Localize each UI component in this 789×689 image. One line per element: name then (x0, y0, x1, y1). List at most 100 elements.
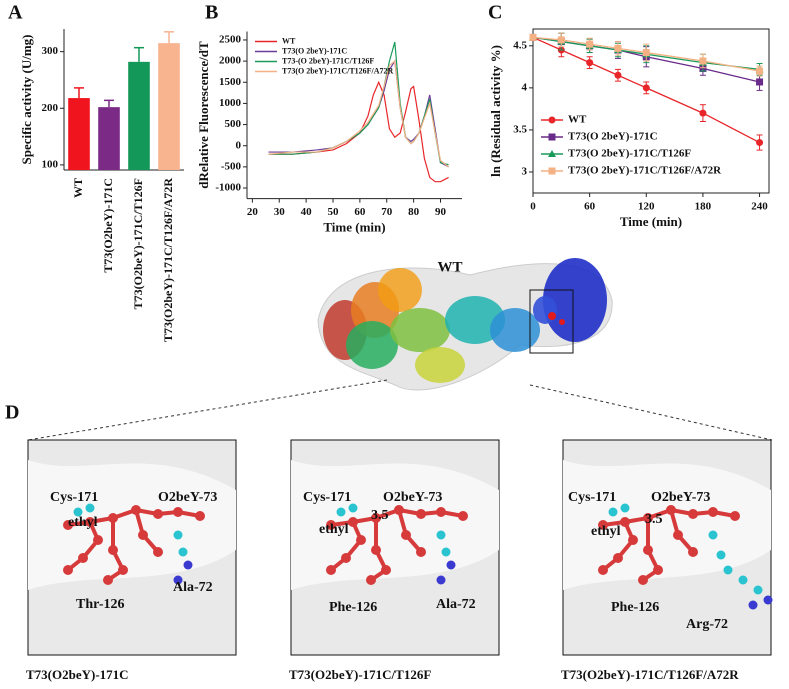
atom (598, 565, 608, 575)
atom (381, 565, 391, 575)
atom (666, 505, 676, 515)
bar (98, 107, 120, 170)
x-tick-label: 60 (584, 201, 596, 213)
y-tick-label: 1000 (219, 97, 242, 109)
legend-label: WT (568, 114, 587, 126)
x-tick-label: 180 (695, 201, 712, 213)
protein-image (27, 258, 773, 441)
x-tick-label: 50 (328, 206, 340, 218)
residue-label: Cys-171 (50, 490, 98, 505)
y-tick-label: 200 (42, 102, 59, 114)
x-tick-label: 70 (381, 206, 393, 218)
point (614, 44, 622, 52)
atom (63, 520, 73, 530)
atom (341, 553, 351, 563)
x-tick-label: T73(O2beY)-171C/T126F (131, 178, 145, 309)
structure-panel: Cys-171 O2beY-73 ethyl 3.5 Phe-126 Arg-72 (562, 439, 773, 656)
atom (441, 547, 451, 557)
atom (78, 553, 88, 563)
atom (366, 575, 376, 585)
error-bar (74, 87, 84, 99)
panel-caption: T73(O2beY)-171C (26, 667, 129, 682)
y-tick-label: 300 (42, 45, 59, 57)
error-bar (134, 46, 144, 62)
structure-panel: Cys-171 O2beY-73 ethyl Thr-126 Ala-72 (27, 439, 237, 656)
atom (63, 565, 73, 575)
y-tick-label: 100 (42, 158, 59, 170)
atom (638, 575, 648, 585)
point (756, 67, 764, 75)
x-tick-label: WT (71, 178, 85, 198)
x-tick-label: T73(O2beY)-171C/T126F/A72R (161, 178, 175, 342)
atom (153, 547, 163, 557)
y-tick-label: 2500 (219, 33, 242, 45)
point (557, 36, 565, 44)
y-tick-label: 2000 (219, 55, 242, 67)
atom (336, 507, 346, 517)
x-axis-label: Time (min) (323, 220, 385, 235)
point (529, 33, 537, 41)
point (642, 84, 650, 92)
legend-label: WT (282, 36, 296, 45)
structure-panel: Cys-171 O2beY-73 ethyl 3.5 Phe-126 Ala-72 (290, 439, 500, 656)
x-tick-label: 60 (354, 206, 366, 218)
atom (620, 517, 630, 527)
atom (93, 535, 103, 545)
atom (348, 503, 358, 513)
atom (371, 513, 381, 523)
point (548, 133, 556, 141)
point (548, 116, 556, 124)
point (756, 139, 764, 147)
legend-label: T73(O 2beY)-171C/T126F/A72R (568, 165, 722, 177)
atom (608, 507, 618, 517)
panel-letter: D (5, 402, 19, 424)
residue-label: Phe-126 (611, 600, 659, 615)
point (614, 71, 622, 79)
panel-caption: T73(O2beY)-171C/T126F (289, 667, 431, 682)
atom (178, 547, 188, 557)
atom (394, 505, 404, 515)
atom (103, 575, 113, 585)
atom (183, 560, 193, 570)
atom (173, 507, 183, 517)
point (642, 49, 650, 57)
point (699, 109, 707, 117)
x-tick-label: 120 (638, 201, 655, 213)
residue-label: Arg-72 (686, 617, 728, 632)
x-tick-label: 20 (247, 206, 259, 218)
atom (401, 530, 411, 540)
y-tick-label: 4 (522, 81, 528, 93)
panel-letter: C (488, 2, 502, 24)
residue-label: 3.5 (371, 508, 389, 523)
structure-title: WT (437, 259, 462, 275)
atom (446, 560, 456, 570)
point (586, 40, 594, 48)
atom (688, 509, 698, 519)
atom (730, 511, 740, 521)
atom (85, 503, 95, 513)
y-tick-label: 4.5 (513, 39, 527, 51)
atom (716, 550, 726, 560)
point (548, 150, 556, 157)
atom (653, 565, 663, 575)
atom (173, 575, 183, 585)
legend-label: T73(O 2beY)-171C/T126F/A72R (282, 66, 394, 75)
atom (643, 545, 653, 555)
atom (356, 535, 366, 545)
panel-letter: A (8, 2, 23, 24)
error-bar (104, 99, 114, 108)
atom (371, 545, 381, 555)
x-tick-label: T73(O2beY)-171C (101, 178, 115, 273)
residue-label: O2beY-73 (651, 490, 710, 505)
atom (348, 517, 358, 527)
atom (326, 565, 336, 575)
series-line (268, 59, 449, 168)
atom (436, 575, 446, 585)
atom (723, 565, 733, 575)
atom (643, 513, 653, 523)
atom (708, 507, 718, 517)
y-tick-label: 3 (522, 166, 528, 178)
atom (173, 530, 183, 540)
series-line (268, 59, 449, 168)
